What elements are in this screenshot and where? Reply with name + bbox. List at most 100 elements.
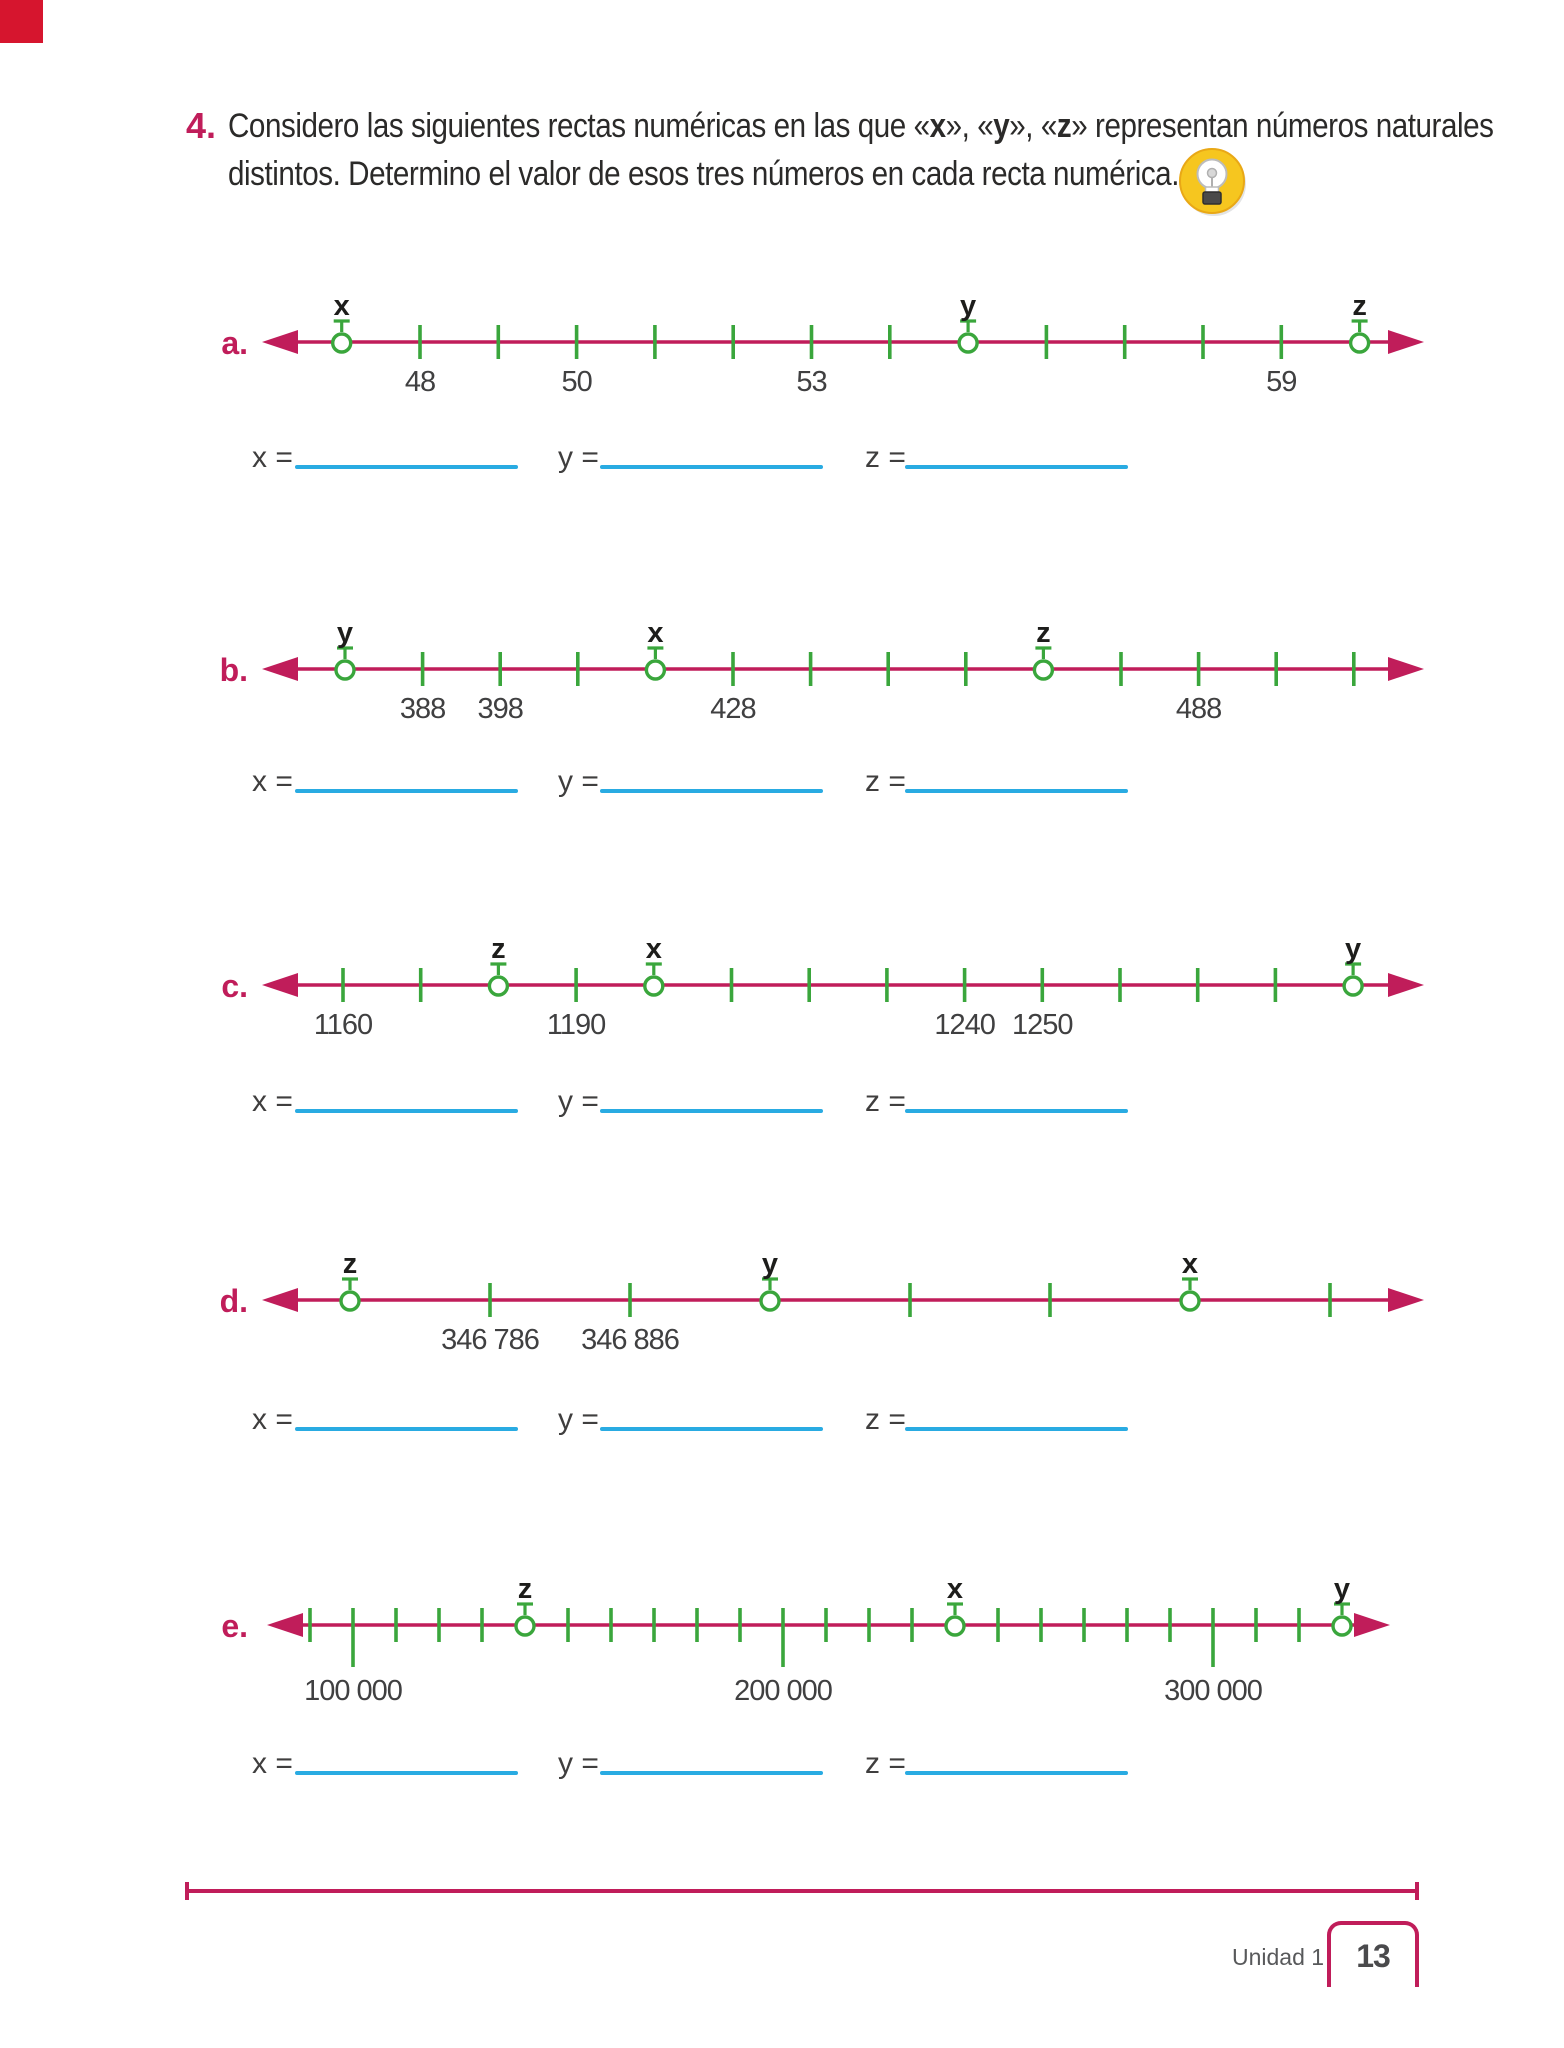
point-y-label: y	[1345, 933, 1361, 965]
answer-label-e-y: y =	[558, 1747, 599, 1780]
instruction-line-2: distintos. Determino el valor de esos tr…	[228, 155, 1179, 193]
tick-label: 1240	[934, 1009, 995, 1041]
exercise-header: 4. Considero las siguientes rectas numér…	[186, 102, 1564, 198]
tick-label: 428	[710, 693, 755, 725]
point-z-marker	[1348, 332, 1371, 354]
point-y-label: y	[1334, 1573, 1350, 1605]
answer-blank-a-x[interactable]	[295, 465, 518, 469]
answer-label-d-x: x =	[252, 1403, 293, 1436]
tick-label: 48	[405, 366, 435, 398]
point-x-marker	[644, 659, 667, 681]
point-z-label: z	[518, 1573, 533, 1605]
answer-label-c-x: x =	[252, 1085, 293, 1118]
line-label-b: b.	[220, 652, 248, 688]
point-y-marker	[1331, 1615, 1353, 1637]
tick-label: 1190	[547, 1009, 605, 1041]
point-x-marker	[1179, 1290, 1201, 1312]
tick-label: 100 000	[304, 1675, 402, 1707]
tick-label: 388	[400, 693, 445, 725]
answer-blank-e-y[interactable]	[600, 1771, 823, 1775]
point-x-marker	[643, 975, 665, 997]
point-x-label: x	[647, 617, 663, 649]
page-number-box: 13	[1327, 1921, 1419, 1987]
point-y-label: y	[762, 1248, 778, 1280]
lightbulb-icon	[1179, 148, 1246, 216]
point-x-label: x	[947, 1573, 963, 1605]
point-x-label: x	[1182, 1248, 1198, 1280]
point-y-marker	[1342, 975, 1364, 997]
arrow-left-icon	[262, 330, 298, 354]
answer-blank-e-x[interactable]	[295, 1771, 518, 1775]
tick-label: 50	[561, 366, 591, 398]
answer-blank-c-x[interactable]	[295, 1109, 518, 1113]
point-z-label: z	[1036, 617, 1051, 649]
arrow-right-icon	[1388, 973, 1424, 997]
point-z-marker	[514, 1615, 536, 1637]
answer-blank-c-z[interactable]	[905, 1109, 1128, 1113]
tick-label: 346 786	[441, 1324, 539, 1356]
answer-label-c-y: y =	[558, 1085, 599, 1118]
point-z-label: z	[491, 933, 506, 965]
answer-blank-d-z[interactable]	[905, 1427, 1128, 1431]
point-z-label: z	[1352, 290, 1367, 322]
answer-label-a-x: x =	[252, 441, 293, 474]
answer-label-d-z: z =	[865, 1403, 906, 1436]
point-x-label: x	[334, 290, 350, 322]
exercise-number: 4.	[186, 105, 217, 146]
answer-label-a-z: z =	[865, 441, 906, 474]
line-label-a: a.	[221, 325, 248, 361]
tick-label: 346 886	[581, 1324, 679, 1356]
arrow-left-icon	[262, 1288, 298, 1312]
answer-blank-a-z[interactable]	[905, 465, 1128, 469]
arrow-left-icon	[267, 1613, 303, 1637]
answer-label-b-z: z =	[865, 765, 906, 798]
answer-blank-e-z[interactable]	[905, 1771, 1128, 1775]
instruction-line-1: Considero las siguientes rectas numérica…	[228, 107, 1494, 145]
line-label-e: e.	[221, 1608, 248, 1644]
number-line-b: b. 388 398 428 488 y x z	[220, 617, 1424, 725]
answer-blank-c-y[interactable]	[600, 1109, 823, 1113]
answer-blank-b-y[interactable]	[600, 789, 823, 793]
tick-label: 53	[796, 366, 826, 398]
number-line-a: a. 48 50 53 59 x y z	[221, 290, 1424, 398]
arrow-left-icon	[262, 973, 298, 997]
tick-label: 200 000	[734, 1675, 832, 1707]
number-line-e: e. 100 000 200 000 300 000 z x y	[221, 1573, 1390, 1707]
answer-label-d-y: y =	[558, 1403, 599, 1436]
tick-label: 488	[1176, 693, 1221, 725]
point-y-label: y	[337, 617, 353, 649]
point-x-marker	[331, 332, 353, 354]
point-z-label: z	[343, 1248, 358, 1280]
answer-label-a-y: y =	[558, 441, 599, 474]
point-y-marker	[759, 1290, 781, 1312]
answer-label-e-x: x =	[252, 1747, 293, 1780]
point-x-label: x	[646, 933, 662, 965]
line-label-c: c.	[221, 968, 248, 1004]
instruction-text: Considero las siguientes rectas numérica…	[228, 102, 1494, 198]
corner-tab	[0, 0, 43, 43]
point-y-label: y	[960, 290, 976, 322]
answer-blank-d-y[interactable]	[600, 1427, 823, 1431]
point-z-marker	[1032, 659, 1055, 681]
tick-label: 398	[478, 693, 523, 725]
footer-unit-label: Unidad 1	[1232, 1944, 1325, 1970]
answer-blank-a-y[interactable]	[600, 465, 823, 469]
arrow-right-icon	[1388, 657, 1424, 681]
number-line-c: c. 1160 1190 1240 1250 z x y	[221, 933, 1424, 1041]
answer-label-e-z: z =	[865, 1747, 906, 1780]
point-z-marker	[487, 975, 510, 997]
tick-label: 59	[1266, 366, 1296, 398]
footer-rule	[185, 1882, 1419, 1900]
arrow-left-icon	[262, 657, 298, 681]
point-y-marker	[957, 332, 979, 354]
answer-blank-b-z[interactable]	[905, 789, 1128, 793]
answer-blank-d-x[interactable]	[295, 1427, 518, 1431]
arrow-right-icon	[1388, 330, 1424, 354]
tick-label: 300 000	[1164, 1675, 1262, 1707]
tick-label: 1250	[1012, 1009, 1073, 1041]
page-number: 13	[1356, 1937, 1391, 1974]
answer-blank-b-x[interactable]	[295, 789, 518, 793]
arrow-right-icon	[1388, 1288, 1424, 1312]
tick-label: 1160	[314, 1009, 372, 1041]
